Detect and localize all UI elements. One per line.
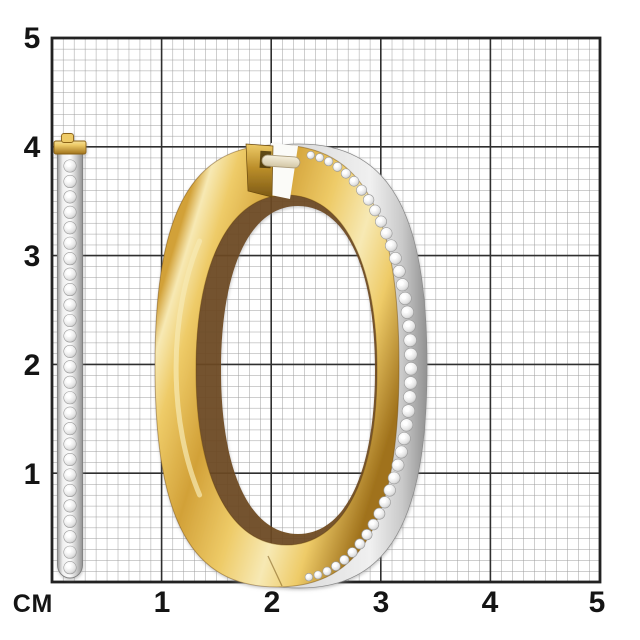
earring-front-view [154, 143, 428, 589]
clasp-seam [267, 555, 283, 587]
y-axis-label-3: 3 [24, 240, 41, 273]
earring-photo [53, 133, 428, 589]
y-axis-label-5: 5 [24, 22, 41, 55]
y-axis-label-2: 2 [24, 349, 41, 382]
figure-layer [50, 36, 602, 589]
x-axis-label-5: 5 [589, 586, 606, 619]
x-axis-label-3: 3 [373, 586, 390, 619]
x-axis-label-4: 4 [482, 586, 499, 619]
x-axis-label-2: 2 [264, 586, 281, 619]
y-axis-label-1: 1 [24, 458, 41, 491]
earring-side-view [53, 133, 87, 579]
y-axis-label-4: 4 [24, 131, 41, 164]
unit-label-cm: СМ [13, 590, 54, 618]
measurement-grid [50, 36, 602, 584]
x-axis-label-1: 1 [154, 586, 171, 619]
axis-labels: 5 4 3 2 1 СМ 1 2 3 4 5 [13, 22, 606, 619]
clasp-pin [261, 154, 301, 169]
clasp-post [61, 133, 74, 143]
